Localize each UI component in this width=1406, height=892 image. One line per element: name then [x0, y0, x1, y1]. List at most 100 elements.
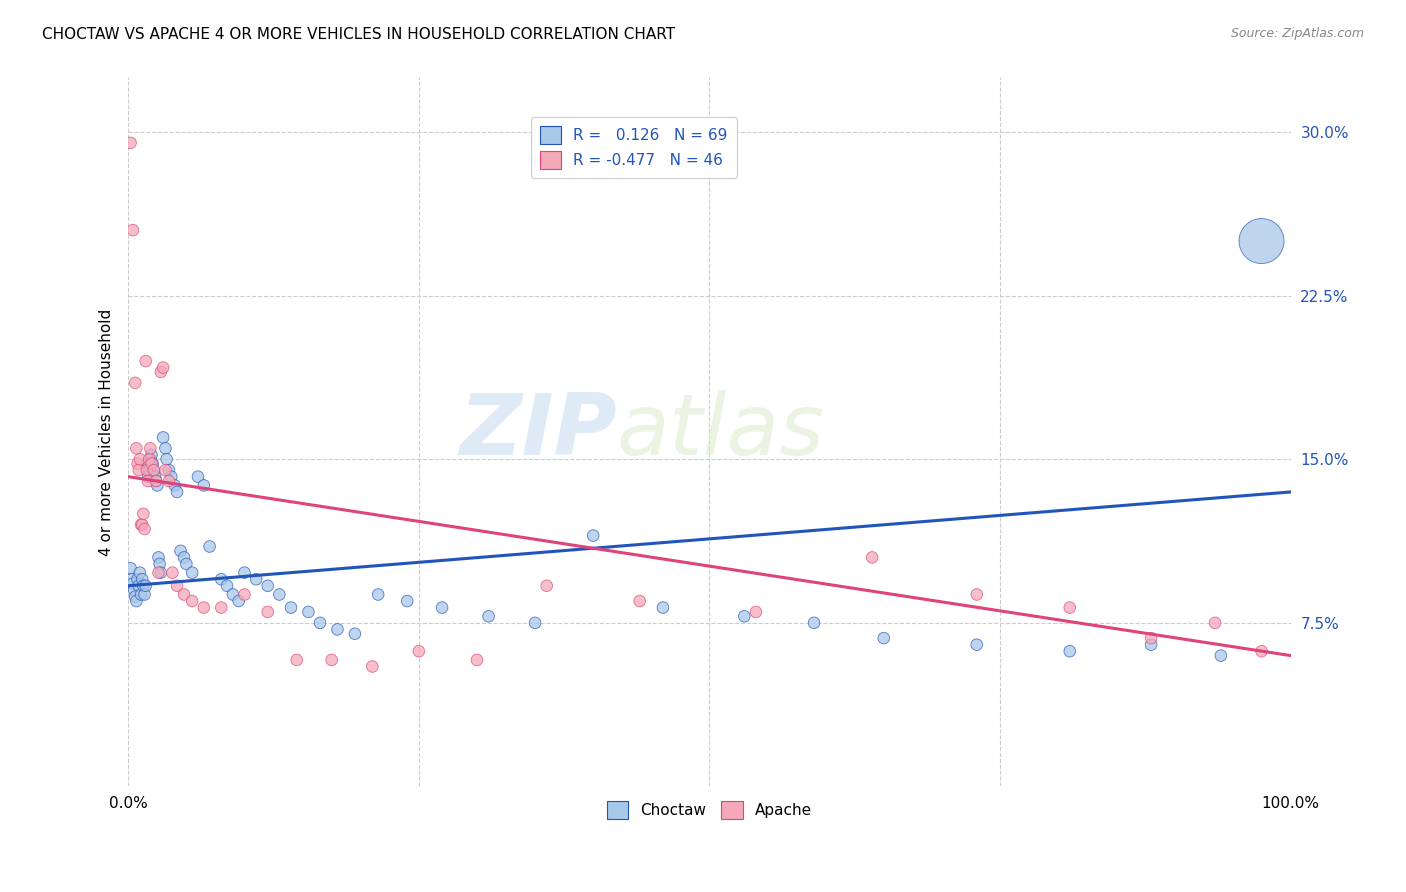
Point — [146, 478, 169, 492]
Point — [152, 360, 174, 375]
Point — [142, 463, 165, 477]
Point — [245, 572, 267, 586]
Legend: Choctaw, Apache: Choctaw, Apache — [600, 795, 818, 825]
Point — [430, 600, 453, 615]
Point — [181, 594, 204, 608]
Point — [145, 474, 167, 488]
Point — [628, 594, 651, 608]
Point — [132, 507, 155, 521]
Point — [149, 365, 172, 379]
Point — [160, 469, 183, 483]
Point — [127, 457, 149, 471]
Point — [1059, 644, 1081, 658]
Point — [157, 463, 180, 477]
Point — [215, 579, 238, 593]
Point — [122, 576, 145, 591]
Point — [966, 638, 988, 652]
Point — [309, 615, 332, 630]
Point — [128, 452, 150, 467]
Point — [136, 469, 159, 483]
Point — [142, 457, 165, 471]
Text: Source: ZipAtlas.com: Source: ZipAtlas.com — [1230, 27, 1364, 40]
Point — [157, 474, 180, 488]
Point — [297, 605, 319, 619]
Point — [132, 579, 155, 593]
Point — [193, 600, 215, 615]
Point — [128, 463, 150, 477]
Point — [326, 623, 349, 637]
Point — [536, 579, 558, 593]
Point — [122, 583, 145, 598]
Point — [256, 579, 278, 593]
Point — [173, 587, 195, 601]
Point — [135, 354, 157, 368]
Point — [873, 631, 896, 645]
Point — [367, 587, 389, 601]
Point — [361, 659, 384, 673]
Point — [155, 463, 177, 477]
Point — [228, 594, 250, 608]
Point — [733, 609, 755, 624]
Point — [135, 457, 157, 471]
Point — [280, 600, 302, 615]
Point — [162, 566, 184, 580]
Point — [169, 544, 191, 558]
Point — [1059, 600, 1081, 615]
Point — [128, 579, 150, 593]
Point — [138, 463, 160, 477]
Point — [149, 557, 172, 571]
Point — [233, 587, 256, 601]
Point — [152, 430, 174, 444]
Point — [966, 587, 988, 601]
Point — [408, 644, 430, 658]
Point — [269, 587, 291, 601]
Point — [120, 561, 142, 575]
Point — [1209, 648, 1232, 663]
Point — [176, 557, 198, 571]
Y-axis label: 4 or more Vehicles in Household: 4 or more Vehicles in Household — [100, 309, 114, 556]
Point — [128, 566, 150, 580]
Point — [209, 572, 232, 586]
Point — [139, 442, 162, 456]
Point — [143, 469, 166, 483]
Point — [124, 376, 146, 390]
Point — [256, 605, 278, 619]
Point — [477, 609, 499, 624]
Point — [803, 615, 825, 630]
Point — [285, 653, 308, 667]
Point — [187, 469, 209, 483]
Point — [860, 550, 883, 565]
Point — [193, 478, 215, 492]
Point — [173, 550, 195, 565]
Point — [131, 517, 153, 532]
Point — [1250, 234, 1272, 248]
Point — [745, 605, 768, 619]
Point — [122, 223, 145, 237]
Point — [135, 579, 157, 593]
Point — [198, 540, 221, 554]
Point — [125, 594, 148, 608]
Point — [396, 594, 419, 608]
Point — [148, 550, 170, 565]
Point — [582, 528, 605, 542]
Point — [343, 626, 366, 640]
Point — [155, 442, 177, 456]
Point — [141, 457, 163, 471]
Point — [136, 474, 159, 488]
Text: ZIP: ZIP — [458, 391, 616, 474]
Point — [233, 566, 256, 580]
Text: atlas: atlas — [616, 391, 824, 474]
Point — [120, 136, 142, 150]
Point — [121, 572, 143, 586]
Point — [142, 463, 165, 477]
Point — [134, 522, 156, 536]
Point — [163, 478, 186, 492]
Text: CHOCTAW VS APACHE 4 OR MORE VEHICLES IN HOUSEHOLD CORRELATION CHART: CHOCTAW VS APACHE 4 OR MORE VEHICLES IN … — [42, 27, 675, 42]
Point — [1140, 631, 1163, 645]
Point — [145, 474, 167, 488]
Point — [141, 448, 163, 462]
Point — [209, 600, 232, 615]
Point — [125, 442, 148, 456]
Point — [465, 653, 488, 667]
Point — [134, 587, 156, 601]
